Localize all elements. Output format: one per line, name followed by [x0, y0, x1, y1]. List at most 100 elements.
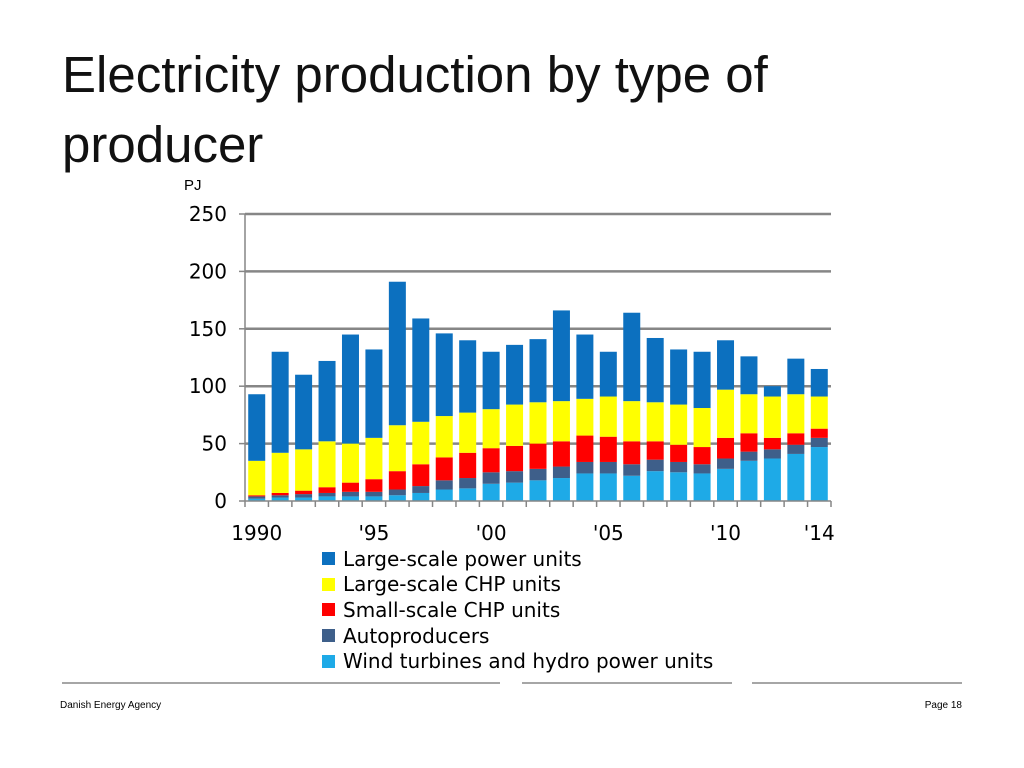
bar-segment — [388, 471, 406, 490]
bar-segment — [763, 437, 781, 450]
bars — [248, 281, 828, 501]
legend-label: Autoproducers — [343, 623, 490, 648]
bar-segment — [763, 386, 781, 397]
bar-segment — [646, 471, 664, 501]
bar-segment — [623, 312, 641, 402]
legend-swatch — [322, 654, 335, 668]
bar-segment — [435, 333, 453, 417]
bar-segment — [271, 495, 289, 498]
bar-segment — [482, 351, 500, 410]
legend-swatch — [322, 552, 335, 566]
bar-segment — [271, 351, 289, 453]
bar-segment — [810, 447, 828, 501]
bar-segment — [810, 428, 828, 438]
bar-segment — [693, 447, 711, 465]
y-tick-label: 150 — [189, 317, 227, 341]
bar-segment — [295, 449, 313, 491]
bar-segment — [412, 421, 430, 465]
bar-segment — [576, 398, 594, 436]
bar-segment — [459, 478, 477, 489]
bar-segment — [295, 494, 313, 498]
bar-segment — [506, 471, 524, 483]
x-tick-label: '10 — [710, 521, 741, 545]
bar-segment — [388, 489, 406, 496]
bar-segment — [529, 443, 547, 469]
bar-segment — [459, 488, 477, 501]
bar-segment — [388, 425, 406, 472]
y-tick-label: 0 — [214, 489, 227, 513]
bar-segment — [599, 473, 617, 501]
bar-segment — [646, 402, 664, 442]
x-tick-label: '05 — [593, 521, 624, 545]
bar-segment — [552, 310, 570, 402]
bar-segment — [365, 349, 383, 438]
bar-segment — [506, 344, 524, 405]
bar-segment — [693, 408, 711, 448]
bar-segment — [576, 461, 594, 474]
bar-segment — [717, 340, 735, 390]
bar-segment — [412, 318, 430, 422]
bar-segment — [482, 472, 500, 484]
bar-segment — [717, 437, 735, 459]
bar-segment — [670, 404, 688, 445]
bar-segment — [435, 416, 453, 458]
bar-segment — [623, 441, 641, 465]
bar-segment — [341, 496, 359, 501]
footer-divider — [752, 682, 962, 684]
bar-segment — [670, 472, 688, 501]
bar-segment — [810, 368, 828, 397]
bar-segment — [623, 475, 641, 501]
bar-segment — [623, 464, 641, 476]
bar-segment — [482, 483, 500, 501]
bar-segment — [763, 458, 781, 501]
bar-segment — [810, 437, 828, 448]
legend-label: Small-scale CHP units — [343, 597, 561, 622]
bar-segment — [529, 402, 547, 444]
bar-segment — [459, 412, 477, 453]
legend-swatch — [322, 629, 335, 643]
legend-item: Large-scale power units — [322, 546, 713, 572]
y-unit-label: PJ — [184, 177, 202, 194]
bar-segment — [763, 396, 781, 438]
bar-segment — [576, 334, 594, 399]
bar-segment — [646, 337, 664, 403]
slide-title: Electricity production by type of produc… — [62, 46, 768, 173]
chart-legend: Large-scale power units Large-scale CHP u… — [322, 546, 713, 674]
axes: 0 50 100 150 200 250 1990 '95 '00 '05 '10 '14 — [189, 202, 835, 545]
bar-segment — [435, 489, 453, 501]
y-tick-label: 100 — [189, 374, 227, 398]
bar-segment — [529, 339, 547, 403]
bar-segment — [599, 396, 617, 437]
bar-segment — [341, 482, 359, 492]
bar-segment — [365, 479, 383, 492]
bar-segment — [717, 458, 735, 469]
bar-segment — [341, 443, 359, 483]
y-tick-label: 200 — [189, 259, 227, 283]
footer-divider — [62, 682, 500, 684]
bar-segment — [318, 487, 336, 493]
x-tick-label: '00 — [476, 521, 507, 545]
bar-segment — [482, 409, 500, 449]
bar-segment — [318, 441, 336, 488]
y-tick-label: 50 — [202, 432, 227, 456]
bar-segment — [599, 351, 617, 397]
bar-segment — [318, 496, 336, 501]
bar-segment — [412, 492, 430, 501]
bar-segment — [740, 394, 758, 434]
bar-segment — [810, 396, 828, 429]
bar-segment — [787, 453, 805, 501]
bar-segment — [740, 451, 758, 461]
legend-swatch — [322, 603, 335, 617]
bar-segment — [459, 452, 477, 479]
legend-label: Large-scale power units — [343, 546, 582, 571]
bar-segment — [459, 340, 477, 413]
bar-segment — [529, 468, 547, 481]
bar-segment — [670, 349, 688, 405]
x-tick-label: 1990 — [231, 521, 282, 545]
legend-item: Small-scale CHP units — [322, 597, 713, 623]
legend-item: Large-scale CHP units — [322, 572, 713, 598]
footer-page-number: Page 18 — [924, 700, 962, 711]
bar-segment — [365, 496, 383, 501]
bar-segment — [318, 360, 336, 442]
